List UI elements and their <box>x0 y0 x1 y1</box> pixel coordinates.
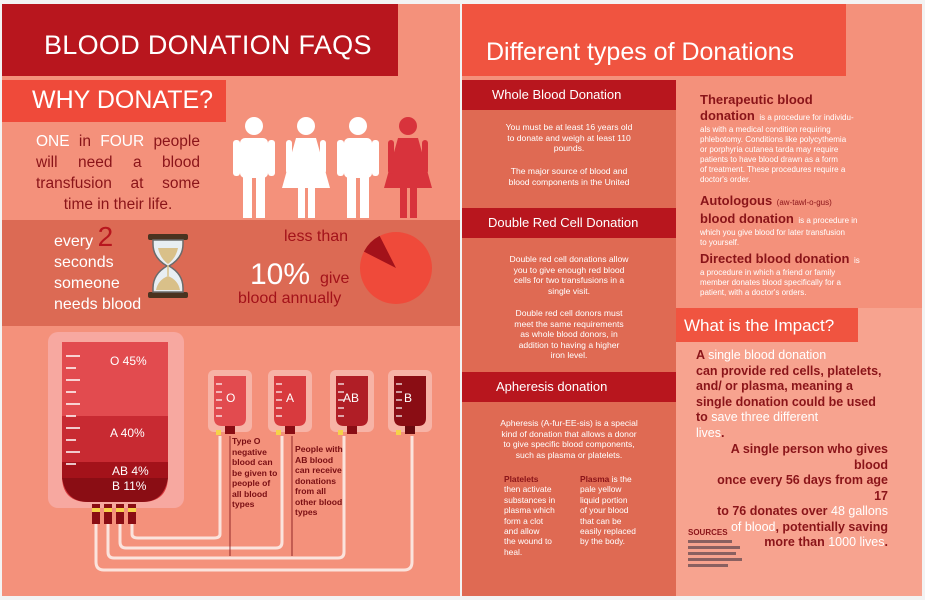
faq-title-band: BLOOD DONATION FAQS <box>2 4 398 76</box>
donations-title-band: Different types of Donations <box>462 4 846 76</box>
note-type-ab: People with AB blood can receive donations… <box>295 444 343 517</box>
pie-slice-ten-percent <box>363 235 396 268</box>
donations-title: Different types of Donations <box>486 38 795 66</box>
every-label: every <box>54 233 94 250</box>
tab-double-red-label: Double Red Cell Donation <box>488 215 639 230</box>
stat-word-people: people <box>153 133 200 150</box>
tab-apheresis: Apheresis donation <box>462 372 676 402</box>
tubes <box>94 436 414 572</box>
section-heading-why-donate: WHY DONATE? <box>32 86 214 114</box>
sources-label: SOURCES <box>688 528 728 537</box>
small-bag-label-o: O <box>226 391 236 405</box>
small-bag-label-a: A <box>286 391 295 405</box>
therapeutic-heading: Therapeutic blood <box>700 92 813 107</box>
stat-rest: will need a blood transfusion at some ti… <box>36 154 200 213</box>
bag-section-b <box>62 478 168 502</box>
impact-tab: What is the Impact? <box>676 308 858 342</box>
man-figure-icon <box>233 117 275 218</box>
give-label: give <box>320 270 350 287</box>
double-red-text-1: Double red cell donations allow you to gi… <box>509 254 629 296</box>
donation-definitions-column <box>676 76 922 312</box>
stat-word-in: in <box>78 133 91 150</box>
bag-label-o: O 45% <box>110 354 147 368</box>
whole-blood-text-2: The major source of blood and blood compo… <box>508 166 630 187</box>
woman-figure-icon <box>282 117 330 218</box>
small-bag-label-ab: AB <box>343 391 360 405</box>
less-than-label: less than <box>284 228 349 245</box>
stat-word-four: FOUR <box>100 133 145 150</box>
double-red-text-2: Double red cell donors must meet the same… <box>514 308 624 360</box>
therapeutic-donation: Therapeutic blood donation is a procedur… <box>700 92 912 185</box>
bag-scale <box>66 355 80 465</box>
plasma-text: Plasma is the pale yellow liquid portion … <box>580 474 636 547</box>
tab-apheresis-label: Apheresis donation <box>496 379 608 394</box>
one-in-four-stat: ONE in FOUR people will need a blood tra… <box>36 131 200 215</box>
whole-blood-text-1: You must be at least 16 years old to dona… <box>505 122 633 153</box>
blood-bags-illustration <box>48 332 432 572</box>
impact-paragraph-2: A single person who gives blood once eve… <box>717 442 888 549</box>
small-bag-scales <box>216 383 402 417</box>
apheresis-text: Apheresis (A-fur-EE-sis) is a special kin… <box>500 418 638 460</box>
needs-blood-label: needs blood <box>54 296 142 313</box>
ten-percent-pie <box>360 232 432 304</box>
hourglass-icon <box>148 234 188 298</box>
impact-paragraph-1: A single blood donation can provide red … <box>696 348 882 440</box>
left-page: BLOOD DONATION FAQS WHY DONATE? ONE in F… <box>2 4 460 596</box>
big-bag-ports <box>92 504 136 524</box>
tab-double-red: Double Red Cell Donation <box>462 208 676 238</box>
stat-word-one: ONE <box>36 133 70 150</box>
platelets-text: Platelets then activate substances in pla… <box>504 474 556 557</box>
woman-figure-highlight-icon <box>384 117 432 218</box>
bag-section-ab <box>62 462 168 478</box>
blood-annually-label: blood annually <box>238 290 342 307</box>
seconds-label: seconds <box>54 254 114 271</box>
ten-percent-value: 10% <box>250 258 311 291</box>
donation-types-column <box>462 80 676 596</box>
people-figures-icon <box>233 117 432 218</box>
autologous-donation: Autologous (aw-tawl-o-gus) blood donatio… <box>700 193 858 247</box>
small-bag-label-b: B <box>404 391 413 405</box>
tab-whole-blood: Whole Blood Donation <box>462 80 676 110</box>
two-number: 2 <box>97 221 114 252</box>
directed-donation: Directed blood donation is a procedure i… <box>700 251 860 297</box>
tab-whole-blood-label: Whole Blood Donation <box>492 87 622 102</box>
page-title: BLOOD DONATION FAQS <box>44 30 372 60</box>
man-figure-icon <box>337 117 379 218</box>
impact-heading: What is the Impact? <box>684 316 835 335</box>
every-two-seconds-stat: every 2 seconds someone needs blood <box>54 223 164 315</box>
right-page: Different types of Donations Whole Blood… <box>462 4 922 596</box>
sources-lines-icon <box>688 540 742 567</box>
bag-label-ab: AB 4% <box>112 464 149 478</box>
why-donate-band: WHY DONATE? <box>2 80 226 122</box>
bag-label-a: A 40% <box>110 426 145 440</box>
someone-label: someone <box>54 275 120 292</box>
bag-label-b: B 11% <box>112 479 147 493</box>
bag-section-a <box>62 416 168 462</box>
